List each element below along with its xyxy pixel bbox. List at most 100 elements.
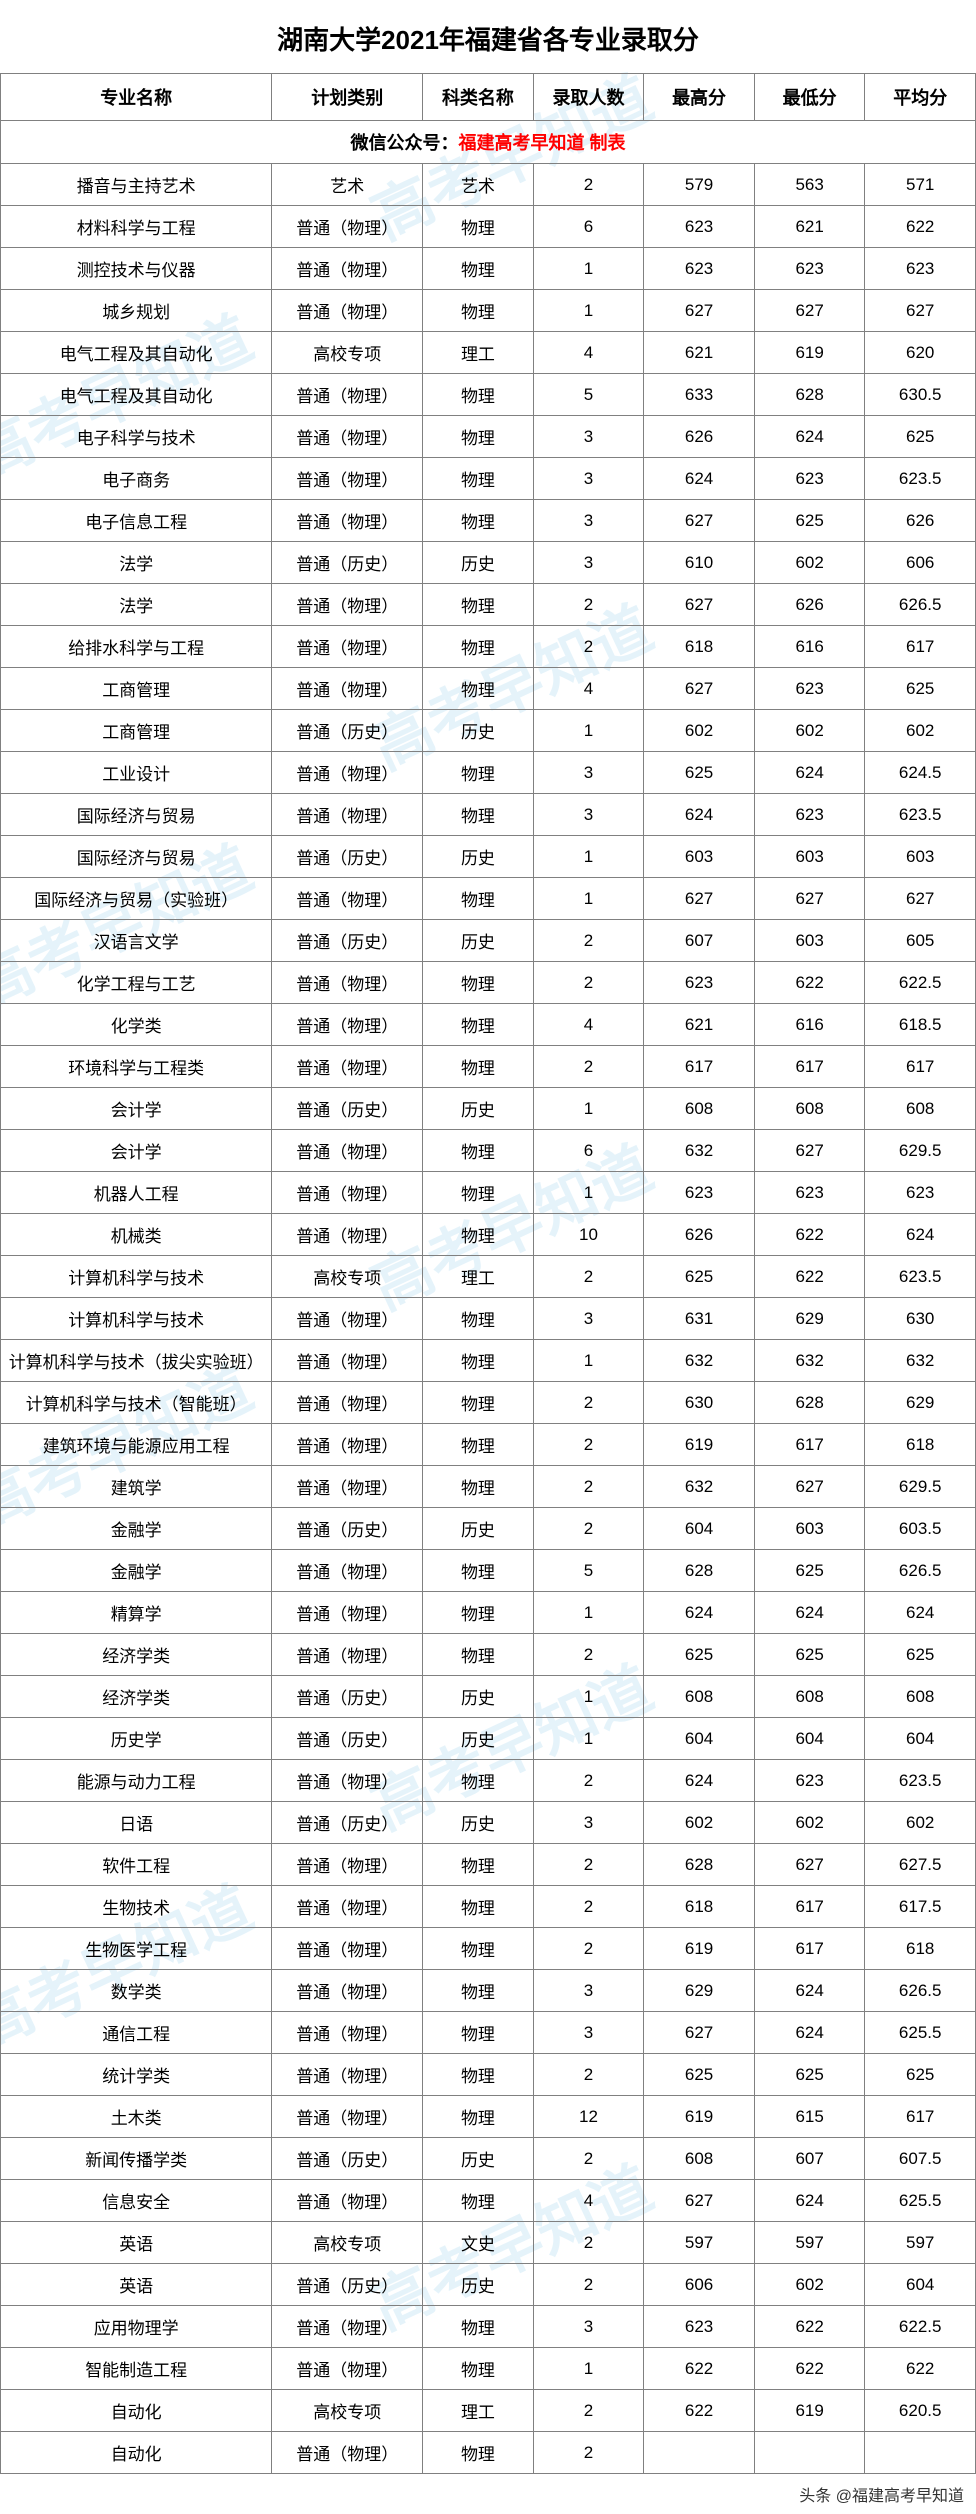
cell-subject: 物理 xyxy=(423,2012,534,2054)
cell-subject: 物理 xyxy=(423,1844,534,1886)
page-title: 湖南大学2021年福建省各专业录取分 xyxy=(0,0,976,73)
table-row: 生物医学工程普通（物理）物理2619617618 xyxy=(1,1928,976,1970)
cell-plan: 普通（物理） xyxy=(272,1130,423,1172)
cell-count: 1 xyxy=(533,836,644,878)
cell-plan: 普通（物理） xyxy=(272,1046,423,1088)
cell-avg: 627.5 xyxy=(865,1844,976,1886)
cell-plan: 普通（物理） xyxy=(272,1970,423,2012)
cell-major: 通信工程 xyxy=(1,2012,272,2054)
table-row: 数学类普通（物理）物理3629624626.5 xyxy=(1,1970,976,2012)
table-row: 能源与动力工程普通（物理）物理2624623623.5 xyxy=(1,1760,976,1802)
cell-min: 623 xyxy=(754,668,865,710)
cell-max: 625 xyxy=(644,1634,755,1676)
table-row: 化学类普通（物理）物理4621616618.5 xyxy=(1,1004,976,1046)
cell-subject: 历史 xyxy=(423,2264,534,2306)
cell-plan: 普通（物理） xyxy=(272,1424,423,1466)
cell-plan: 普通（历史） xyxy=(272,1718,423,1760)
cell-avg: 623 xyxy=(865,248,976,290)
cell-max: 627 xyxy=(644,290,755,332)
cell-count: 10 xyxy=(533,1214,644,1256)
table-row: 给排水科学与工程普通（物理）物理2618616617 xyxy=(1,626,976,668)
cell-min: 608 xyxy=(754,1088,865,1130)
cell-plan: 普通（物理） xyxy=(272,458,423,500)
cell-avg: 620 xyxy=(865,332,976,374)
cell-min: 632 xyxy=(754,1340,865,1382)
cell-max: 623 xyxy=(644,2306,755,2348)
cell-max: 633 xyxy=(644,374,755,416)
cell-major: 电气工程及其自动化 xyxy=(1,374,272,416)
cell-plan: 普通（物理） xyxy=(272,1550,423,1592)
cell-plan: 普通（物理） xyxy=(272,1760,423,1802)
table-row: 计算机科学与技术（拔尖实验班）普通（物理）物理1632632632 xyxy=(1,1340,976,1382)
cell-count: 1 xyxy=(533,1340,644,1382)
column-header-subject: 科类名称 xyxy=(423,74,534,121)
cell-avg: 625 xyxy=(865,2054,976,2096)
table-row: 金融学普通（物理）物理5628625626.5 xyxy=(1,1550,976,1592)
cell-min: 617 xyxy=(754,1424,865,1466)
cell-min: 625 xyxy=(754,2054,865,2096)
cell-subject: 物理 xyxy=(423,1550,534,1592)
cell-count: 2 xyxy=(533,1424,644,1466)
cell-max: 627 xyxy=(644,500,755,542)
cell-major: 给排水科学与工程 xyxy=(1,626,272,668)
cell-min: 623 xyxy=(754,248,865,290)
cell-min: 626 xyxy=(754,584,865,626)
cell-plan: 普通（历史） xyxy=(272,1676,423,1718)
cell-avg: 571 xyxy=(865,164,976,206)
cell-min: 617 xyxy=(754,1928,865,1970)
cell-count: 2 xyxy=(533,962,644,1004)
admission-table: 专业名称计划类别科类名称录取人数最高分最低分平均分 微信公众号：福建高考早知道 … xyxy=(0,73,976,2474)
cell-avg: 626.5 xyxy=(865,1550,976,1592)
cell-count: 2 xyxy=(533,1928,644,1970)
cell-major: 历史学 xyxy=(1,1718,272,1760)
cell-max: 597 xyxy=(644,2222,755,2264)
cell-max: 628 xyxy=(644,1844,755,1886)
cell-avg: 623.5 xyxy=(865,1256,976,1298)
cell-min: 603 xyxy=(754,1508,865,1550)
cell-avg: 622.5 xyxy=(865,2306,976,2348)
cell-subject: 物理 xyxy=(423,584,534,626)
cell-avg: 604 xyxy=(865,2264,976,2306)
cell-max: 623 xyxy=(644,206,755,248)
cell-avg: 617 xyxy=(865,2096,976,2138)
table-row: 播音与主持艺术艺术艺术2579563571 xyxy=(1,164,976,206)
cell-avg: 617 xyxy=(865,626,976,668)
cell-count: 3 xyxy=(533,542,644,584)
cell-plan: 普通（物理） xyxy=(272,1928,423,1970)
cell-max: 623 xyxy=(644,248,755,290)
cell-min: 625 xyxy=(754,1634,865,1676)
cell-avg: 625 xyxy=(865,416,976,458)
column-header-major: 专业名称 xyxy=(1,74,272,121)
cell-plan: 普通（物理） xyxy=(272,1886,423,1928)
cell-avg: 604 xyxy=(865,1718,976,1760)
cell-max: 606 xyxy=(644,2264,755,2306)
cell-avg: 606 xyxy=(865,542,976,584)
cell-min: 608 xyxy=(754,1676,865,1718)
cell-major: 英语 xyxy=(1,2264,272,2306)
cell-avg: 625 xyxy=(865,1634,976,1676)
cell-count: 2 xyxy=(533,2138,644,2180)
cell-avg: 622 xyxy=(865,206,976,248)
cell-subject: 物理 xyxy=(423,1130,534,1172)
cell-count: 6 xyxy=(533,1130,644,1172)
cell-avg: 624 xyxy=(865,1214,976,1256)
cell-avg: 627 xyxy=(865,290,976,332)
cell-avg: 623 xyxy=(865,1172,976,1214)
cell-min: 624 xyxy=(754,2012,865,2054)
cell-plan: 普通（物理） xyxy=(272,248,423,290)
cell-plan: 普通（物理） xyxy=(272,794,423,836)
cell-plan: 普通（历史） xyxy=(272,2264,423,2306)
cell-max: 619 xyxy=(644,2096,755,2138)
cell-min: 623 xyxy=(754,1760,865,1802)
cell-subject: 历史 xyxy=(423,920,534,962)
table-row: 生物技术普通（物理）物理2618617617.5 xyxy=(1,1886,976,1928)
cell-plan: 高校专项 xyxy=(272,2222,423,2264)
cell-major: 计算机科学与技术 xyxy=(1,1298,272,1340)
cell-major: 智能制造工程 xyxy=(1,2348,272,2390)
cell-plan: 普通（物理） xyxy=(272,500,423,542)
column-header-avg: 平均分 xyxy=(865,74,976,121)
cell-min: 627 xyxy=(754,1844,865,1886)
cell-subject: 物理 xyxy=(423,1886,534,1928)
table-row: 英语高校专项文史2597597597 xyxy=(1,2222,976,2264)
cell-max: 604 xyxy=(644,1718,755,1760)
